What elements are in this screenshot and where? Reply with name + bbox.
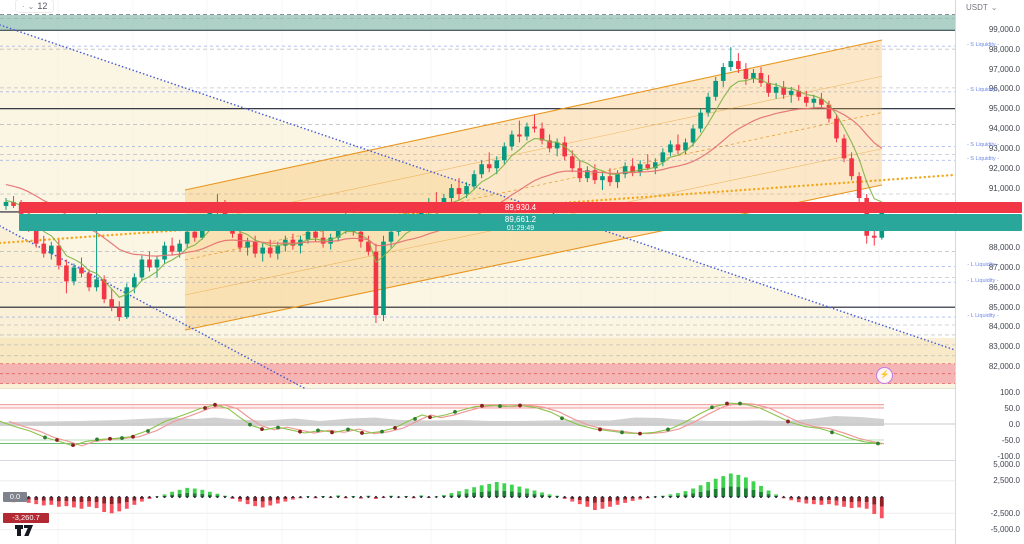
price-axis-label: 87,000.0 [988,262,1020,272]
histogram-pane-canvas[interactable] [0,461,955,544]
price-axis[interactable]: 99,000.0 98,000.0 97,000.0 96,000.0 95,000.0… [955,0,1024,544]
price-axis-label: 85,000.0 [988,302,1020,312]
tradingview-logo[interactable] [14,523,40,539]
oscillator-pane-canvas[interactable] [0,389,955,460]
indicator-price-value: 89,661.2 [504,215,537,224]
price-pane-canvas[interactable] [0,0,955,389]
oscillator-axis-label: -100.0 [997,451,1020,461]
legend-dot: · [22,1,25,11]
liquidity-label: - S Liquidity - [966,41,1000,48]
price-axis-label: 84,000.0 [988,322,1020,332]
indicator-price-badge: 89,661.2 01:29:49 [19,214,1022,232]
oscillator-pane[interactable] [0,389,955,461]
price-axis-label: 96,000.0 [988,84,1020,94]
price-axis-label: 86,000.0 [988,282,1020,292]
histogram-value-badge: -3,260.7 [3,513,49,523]
price-axis-label: 93,000.0 [988,143,1020,153]
price-axis-label: 97,000.0 [988,64,1020,74]
histogram-axis-label: 5,000.0 [993,459,1020,469]
sparkle-flash-icon[interactable]: ⚡ [876,367,893,384]
liquidity-label: - L Liquidity - [967,312,999,319]
timeframe-chip[interactable]: · ⌄ 12 [16,0,54,12]
histogram-zero-badge: 0.0 [3,492,27,502]
histogram-axis-label: -2,500.0 [990,508,1020,518]
price-axis-label: 99,000.0 [988,24,1020,34]
liquidity-label: - L Liquidity - [967,261,999,268]
oscillator-axis-label: 50.0 [1004,403,1020,413]
price-axis-label: 91,000.0 [988,183,1020,193]
histogram-pane[interactable] [0,461,955,544]
quote-currency-label: USDT [966,3,988,12]
price-axis-label: 95,000.0 [988,104,1020,114]
quote-currency-dropdown[interactable]: USDT ⌄ [963,2,1001,13]
price-axis-label: 83,000.0 [988,342,1020,352]
last-price-badge: 89,930.4 [19,202,1022,213]
bar-countdown: 01:29:49 [506,225,535,232]
liquidity-label: - L Liquidity - [967,277,999,284]
timeframe-label: 12 [37,1,48,11]
oscillator-axis-label: 0.0 [1008,419,1020,429]
price-pane[interactable]: ⚡ [0,0,955,389]
liquidity-label: - S Liquidity - [966,141,1000,148]
oscillator-axis-label: 100.0 [999,387,1020,397]
price-axis-label: 94,000.0 [988,124,1020,134]
histogram-axis-label: 2,500.0 [993,476,1020,486]
chevron-down-icon: ⌄ [990,3,998,12]
oscillator-axis-label: -50.0 [1001,435,1020,445]
histogram-axis-label: -5,000.0 [990,525,1020,535]
liquidity-label: - S Liquidity - [966,155,1000,162]
price-axis-label: 98,000.0 [988,44,1020,54]
price-axis-label: 92,000.0 [988,163,1020,173]
price-axis-label: 88,000.0 [988,243,1020,253]
liquidity-label: - S Liquidity - [966,87,1000,94]
chevron-down-icon: ⌄ [27,1,35,11]
price-axis-label: 82,000.0 [988,362,1020,372]
